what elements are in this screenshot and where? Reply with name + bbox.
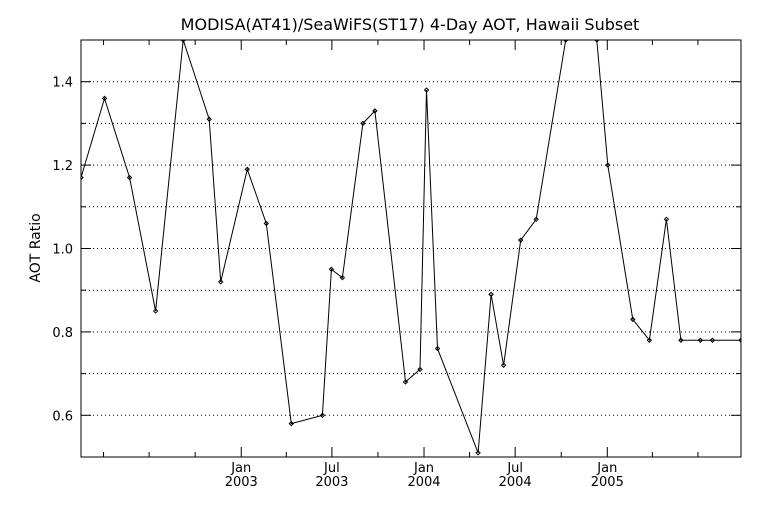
data-series [81,40,741,456]
data-point [417,366,423,373]
data-point [594,40,600,43]
data-point [605,162,611,168]
y-tick-label: 0.6 [52,409,73,424]
y-tick-label: 1.2 [52,159,73,174]
data-point [288,420,295,427]
data-point [81,174,84,181]
data-point [517,237,524,243]
plot-frame [80,39,742,458]
data-point [475,450,481,456]
y-tick-label: 1.4 [52,76,73,91]
chart-title: MODISA(AT41)/SeaWiFS(ST17) 4-Day AOT, Ha… [181,15,640,34]
series-line [81,40,741,453]
data-point [709,337,716,343]
data-point [434,345,441,352]
data-point [500,362,507,368]
data-point [206,116,212,122]
x-tick-label-year: 2005 [591,475,624,490]
data-point [218,279,224,285]
data-point [678,337,684,343]
data-point [488,291,494,298]
axis-ticks: 0.60.81.01.21.4Jan2003Jul2003Jan2004Jul2… [52,40,741,490]
data-point [319,412,326,419]
x-tick-label-month: Jan [413,461,434,476]
data-point [646,337,653,343]
data-point [663,216,670,223]
data-point [180,40,186,43]
data-point [152,308,159,314]
data-point [630,316,636,323]
x-tick-label-month: Jul [506,461,523,476]
x-tick-label-year: 2003 [225,475,258,490]
data-point [738,337,741,343]
data-point [328,266,335,273]
data-point [263,220,269,227]
x-tick-label-year: 2004 [499,475,532,490]
x-tick-label-year: 2003 [315,475,348,490]
data-point [126,174,133,181]
data-point [360,120,366,127]
x-tick-label-month: Jan [596,461,617,476]
y-tick-label: 1.0 [52,243,73,258]
data-point [372,108,378,114]
x-tick-label-year: 2004 [407,475,440,490]
x-tick-label-month: Jan [230,461,251,476]
data-point [101,95,108,102]
data-point [697,337,704,343]
data-point [563,40,569,43]
data-point [402,379,409,385]
x-tick-label-month: Jul [323,461,340,476]
gridlines [81,81,741,416]
data-point [244,166,250,172]
y-tick-label: 0.8 [52,326,73,341]
y-axis-label: AOT Ratio [28,213,44,282]
data-point [533,216,539,223]
data-point [339,274,346,281]
data-point [423,87,430,93]
